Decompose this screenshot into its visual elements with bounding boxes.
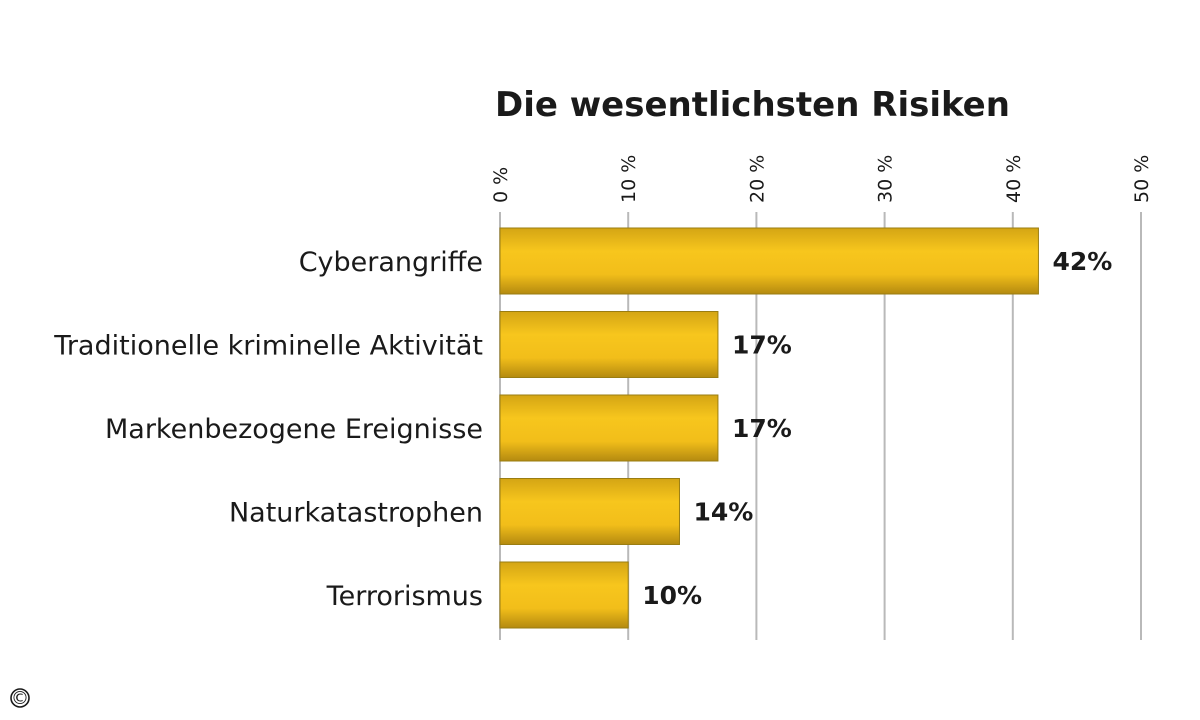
bar-value-label: 17% (732, 414, 792, 443)
x-tick-label: 30 % (875, 155, 897, 203)
bar (499, 227, 1039, 295)
chart-title: Die wesentlichsten Risiken (495, 85, 1010, 125)
bar (499, 561, 629, 629)
bar-value-label: 17% (732, 331, 792, 360)
bars (499, 227, 1039, 629)
x-tick-label: 0 % (490, 167, 512, 203)
category-labels: Cyberangriffe Traditionelle kriminelle Ak… (53, 247, 483, 612)
x-tick-label: 40 % (1003, 155, 1025, 203)
bar-value-label: 42% (1052, 247, 1112, 276)
copyright-symbol: © (11, 688, 29, 709)
x-axis-ticks: 0 % 10 % 20 % 30 % 40 % 50 % (490, 155, 1153, 203)
category-label: Traditionelle kriminelle Aktivität (53, 331, 483, 362)
bar (499, 394, 719, 462)
copyright-mark: © (10, 688, 30, 709)
bar (499, 478, 680, 545)
category-label: Terrorismus (326, 581, 483, 612)
bar-value-label: 14% (693, 498, 753, 527)
bar (499, 311, 719, 378)
x-tick-label: 20 % (746, 155, 768, 203)
x-tick-label: 10 % (618, 155, 640, 203)
category-label: Markenbezogene Ereignisse (105, 414, 483, 445)
category-label: Cyberangriffe (299, 247, 483, 278)
value-labels: 42% 17% 17% 14% 10% (642, 247, 1112, 610)
bar-value-label: 10% (642, 581, 702, 610)
category-label: Naturkatastrophen (229, 498, 483, 529)
x-tick-label: 50 % (1131, 155, 1153, 203)
